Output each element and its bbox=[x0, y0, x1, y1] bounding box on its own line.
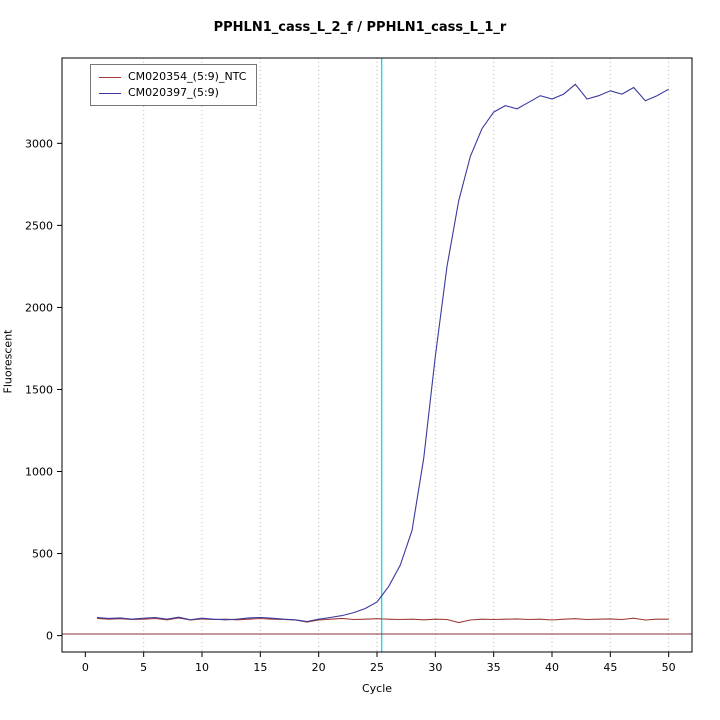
x-tick-label: 40 bbox=[545, 661, 559, 674]
legend-label-ntc: CM020354_(5:9)_NTC bbox=[128, 70, 247, 83]
x-tick-label: 35 bbox=[487, 661, 501, 674]
y-tick-label: 2000 bbox=[25, 301, 53, 314]
x-tick-label: 10 bbox=[195, 661, 209, 674]
legend-label-sample: CM020397_(5:9) bbox=[128, 86, 219, 99]
legend: CM020354_(5:9)_NTC CM020397_(5:9) bbox=[90, 64, 258, 106]
legend-item-ntc: CM020354_(5:9)_NTC bbox=[99, 69, 246, 85]
legend-line-swatch-sample bbox=[99, 92, 121, 94]
y-tick-label: 3000 bbox=[25, 137, 53, 150]
x-tick-label: 20 bbox=[312, 661, 326, 674]
chart-title: PPHLN1_cass_L_2_f / PPHLN1_cass_L_1_r bbox=[213, 20, 507, 35]
legend-item-sample: CM020397_(5:9) bbox=[99, 85, 246, 101]
x-tick-label: 45 bbox=[603, 661, 617, 674]
x-axis-label: Cycle bbox=[361, 682, 393, 695]
y-tick-label: 2500 bbox=[25, 219, 53, 232]
x-tick-label: 5 bbox=[140, 661, 147, 674]
y-tick-label: 0 bbox=[46, 630, 53, 643]
x-tick-label: 30 bbox=[428, 661, 442, 674]
x-tick-label: 50 bbox=[662, 661, 676, 674]
y-tick-label: 1000 bbox=[25, 466, 53, 479]
y-axis-label: Fluorescent bbox=[1, 329, 15, 394]
series-line-sample bbox=[96, 83, 669, 623]
y-tick-label: 500 bbox=[32, 548, 53, 561]
x-tick-label: 25 bbox=[370, 661, 384, 674]
legend-line-swatch-ntc bbox=[99, 76, 121, 78]
x-tick-label: 15 bbox=[253, 661, 267, 674]
y-tick-label: 1500 bbox=[25, 383, 53, 396]
x-tick-label: 0 bbox=[82, 661, 89, 674]
